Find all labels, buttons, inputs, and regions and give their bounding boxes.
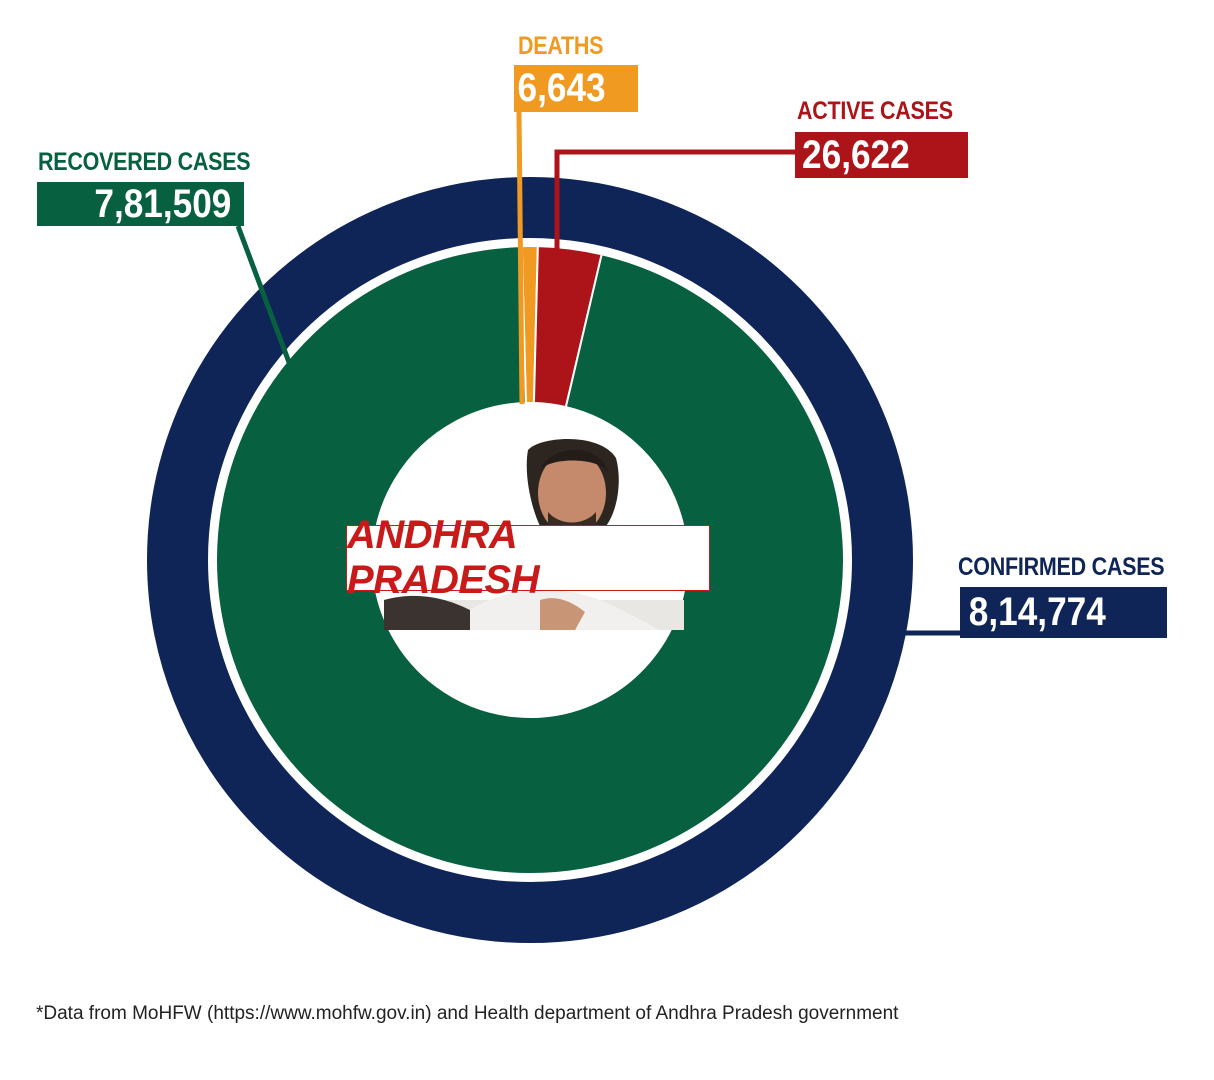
active-value: 26,622 bbox=[802, 133, 910, 177]
recovered-value-box: 7,81,509 bbox=[37, 182, 244, 226]
deaths-leader bbox=[516, 111, 525, 405]
deaths-value: 6,643 bbox=[517, 66, 606, 110]
deaths-label: DEATHS bbox=[518, 32, 604, 60]
active-label: ACTIVE CASES bbox=[797, 97, 953, 125]
portrait-photo bbox=[384, 438, 684, 630]
confirmed-value: 8,14,774 bbox=[968, 590, 1106, 634]
active-leader bbox=[554, 149, 795, 250]
confirmed-ring bbox=[147, 177, 913, 943]
recovered-label: RECOVERED CASES bbox=[38, 148, 251, 176]
state-label: ANDHRA PRADESH bbox=[346, 513, 710, 602]
deaths-value-box: 6,643 bbox=[514, 65, 638, 112]
recovered-value: 7,81,509 bbox=[94, 182, 232, 226]
recovered-leader bbox=[235, 225, 293, 366]
state-label-text: ANDHRA PRADESH bbox=[347, 513, 540, 602]
footnote: *Data from MoHFW (https://www.mohfw.gov.… bbox=[36, 1003, 899, 1024]
active-value-box: 26,622 bbox=[795, 132, 968, 178]
recovered-slice bbox=[215, 245, 845, 875]
confirmed-value-box: 8,14,774 bbox=[960, 587, 1167, 638]
confirmed-label: CONFIRMED CASES bbox=[958, 553, 1165, 581]
